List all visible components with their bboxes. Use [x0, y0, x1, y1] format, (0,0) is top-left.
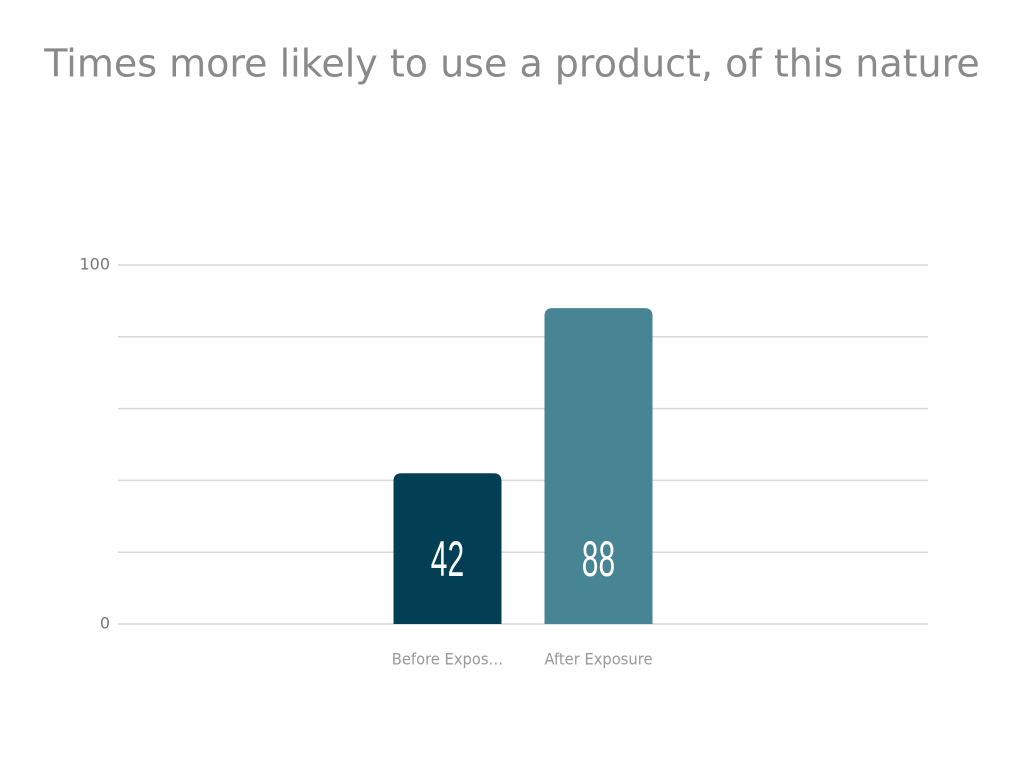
y-tick-label: 0: [100, 614, 110, 633]
x-tick-label: Before Expos…: [392, 650, 503, 669]
value-label: 42: [431, 531, 464, 587]
y-tick-label: 100: [79, 255, 110, 274]
bar: [544, 308, 653, 624]
bar: [393, 473, 502, 624]
value-label: 88: [582, 531, 615, 587]
chart-title: Times more likely to use a product, of t…: [43, 42, 980, 86]
x-tick-label: After Exposure: [544, 650, 652, 669]
